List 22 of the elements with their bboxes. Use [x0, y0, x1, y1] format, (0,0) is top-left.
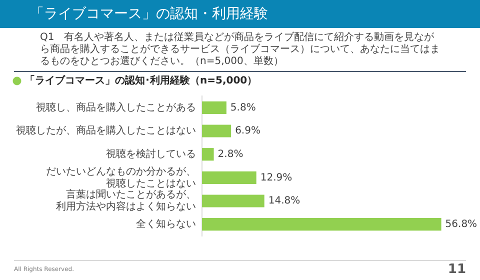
bar — [202, 194, 264, 208]
data-label: 56.8% — [445, 218, 478, 230]
bar — [202, 148, 214, 161]
data-label: 2.8% — [218, 148, 244, 160]
bar — [202, 101, 226, 114]
y-tick-label: 視聴したが、商品を購入したことはない — [16, 124, 196, 137]
bar — [202, 218, 442, 231]
legend-label: 「ライブコマース」の認知･利用経験（n=5,000） — [25, 74, 258, 87]
y-tick-label: 視聴し、商品を購入したことがある — [36, 101, 196, 114]
text: 11 — [448, 262, 466, 277]
chart-subtitle: Q1 有名人や著名人、または従業員などが商品をライブ配信にて紹介する動画を見ながら商品を購入することができるサービス（ライブコマース）について、あなたに当てはまるものをひとつお選びください。（n=5,000、単数） — [14, 28, 466, 72]
chart-title: 「ライブコマース」の認知・利用経験 — [0, 0, 480, 28]
data-label: 12.9% — [260, 172, 292, 184]
y-tick-label: 視聴を検討している — [106, 148, 196, 160]
data-label: 6.9% — [235, 126, 260, 137]
data-label: 5.8% — [230, 102, 256, 114]
y-tick-label: 全く知らない — [136, 218, 196, 230]
data-label: 14.8% — [268, 196, 300, 207]
bar — [202, 171, 256, 184]
y-tick-label: だいたいどんなものか分かるが、視聴したことはない — [46, 165, 196, 190]
y-tick-label: 言葉は聞いたことがあるが、利用方法や内容はよく知らない — [56, 188, 196, 213]
bar — [202, 124, 232, 138]
